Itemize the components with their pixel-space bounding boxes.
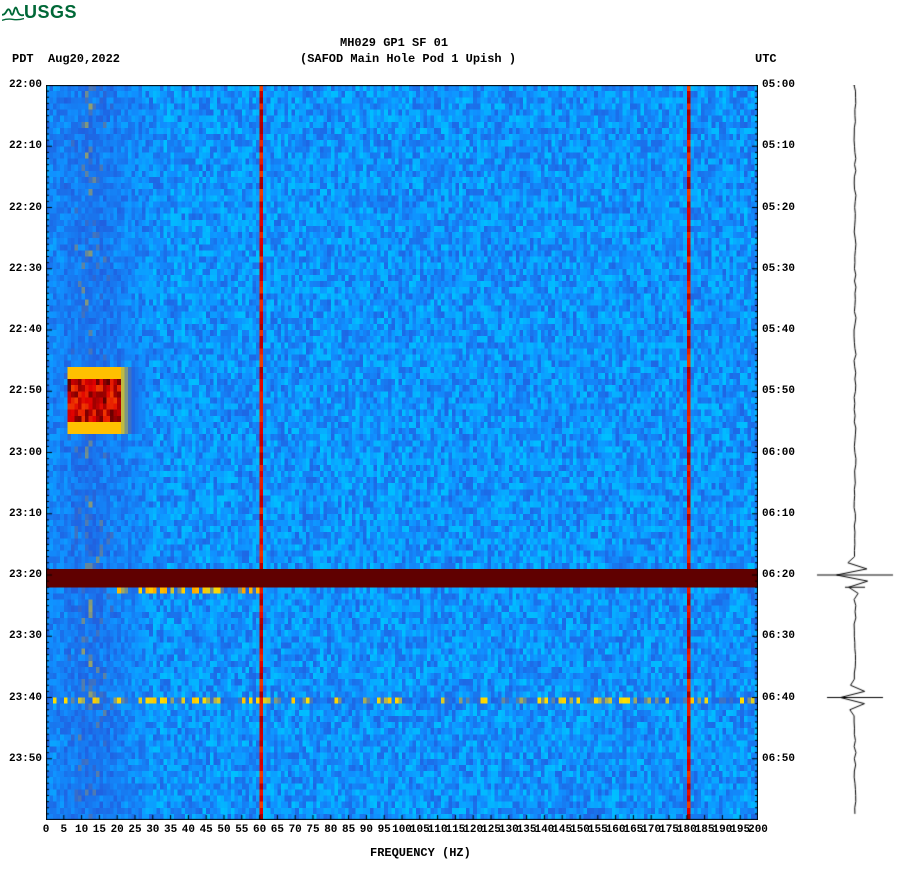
ytick-left: 23:10 (2, 508, 42, 520)
side-seismogram-canvas (815, 85, 895, 820)
xtick: 45 (200, 824, 213, 836)
xtick: 90 (360, 824, 373, 836)
ytick-left: 23:20 (2, 569, 42, 581)
xtick: 75 (306, 824, 319, 836)
xtick: 60 (253, 824, 266, 836)
ytick-left: 22:50 (2, 385, 42, 397)
ytick-left: 23:30 (2, 630, 42, 642)
ytick-right: 05:00 (762, 79, 802, 91)
xtick: 5 (60, 824, 67, 836)
xtick: 200 (748, 824, 768, 836)
tick-overlay (46, 85, 758, 820)
ytick-right: 05:40 (762, 324, 802, 336)
ytick-right: 05:20 (762, 202, 802, 214)
xtick: 30 (146, 824, 159, 836)
xtick: 15 (93, 824, 106, 836)
ytick-right: 06:40 (762, 692, 802, 704)
ytick-right: 05:30 (762, 263, 802, 275)
ytick-left: 22:20 (2, 202, 42, 214)
xtick: 70 (289, 824, 302, 836)
ytick-right: 06:00 (762, 447, 802, 459)
xtick: 50 (217, 824, 230, 836)
ytick-left: 22:40 (2, 324, 42, 336)
xtick: 80 (324, 824, 337, 836)
xtick: 85 (342, 824, 355, 836)
usgs-wave-icon (2, 3, 24, 23)
xtick: 10 (75, 824, 88, 836)
title-line2: (SAFOD Main Hole Pod 1 Upish ) (300, 52, 516, 66)
ytick-right: 06:30 (762, 630, 802, 642)
ytick-right: 05:50 (762, 385, 802, 397)
ytick-left: 22:10 (2, 140, 42, 152)
right-timezone-label: UTC (755, 52, 777, 66)
xtick: 0 (43, 824, 50, 836)
title-line1: MH029 GP1 SF 01 (340, 36, 448, 50)
ytick-right: 05:10 (762, 140, 802, 152)
xtick: 95 (378, 824, 391, 836)
ytick-left: 23:40 (2, 692, 42, 704)
ytick-right: 06:10 (762, 508, 802, 520)
ytick-left: 23:50 (2, 753, 42, 765)
xtick: 20 (111, 824, 124, 836)
usgs-logo: USGS (2, 2, 77, 23)
xtick: 25 (128, 824, 141, 836)
ytick-right: 06:50 (762, 753, 802, 765)
ytick-left: 23:00 (2, 447, 42, 459)
x-axis-label: FREQUENCY (HZ) (370, 846, 471, 860)
xtick: 35 (164, 824, 177, 836)
xtick: 55 (235, 824, 248, 836)
date-label: Aug20,2022 (48, 52, 120, 66)
left-timezone-label: PDT (12, 52, 34, 66)
ytick-right: 06:20 (762, 569, 802, 581)
usgs-logo-text: USGS (24, 2, 77, 23)
ytick-left: 22:30 (2, 263, 42, 275)
xtick: 65 (271, 824, 284, 836)
xtick: 40 (182, 824, 195, 836)
side-seismogram (815, 85, 895, 820)
ytick-left: 22:00 (2, 79, 42, 91)
